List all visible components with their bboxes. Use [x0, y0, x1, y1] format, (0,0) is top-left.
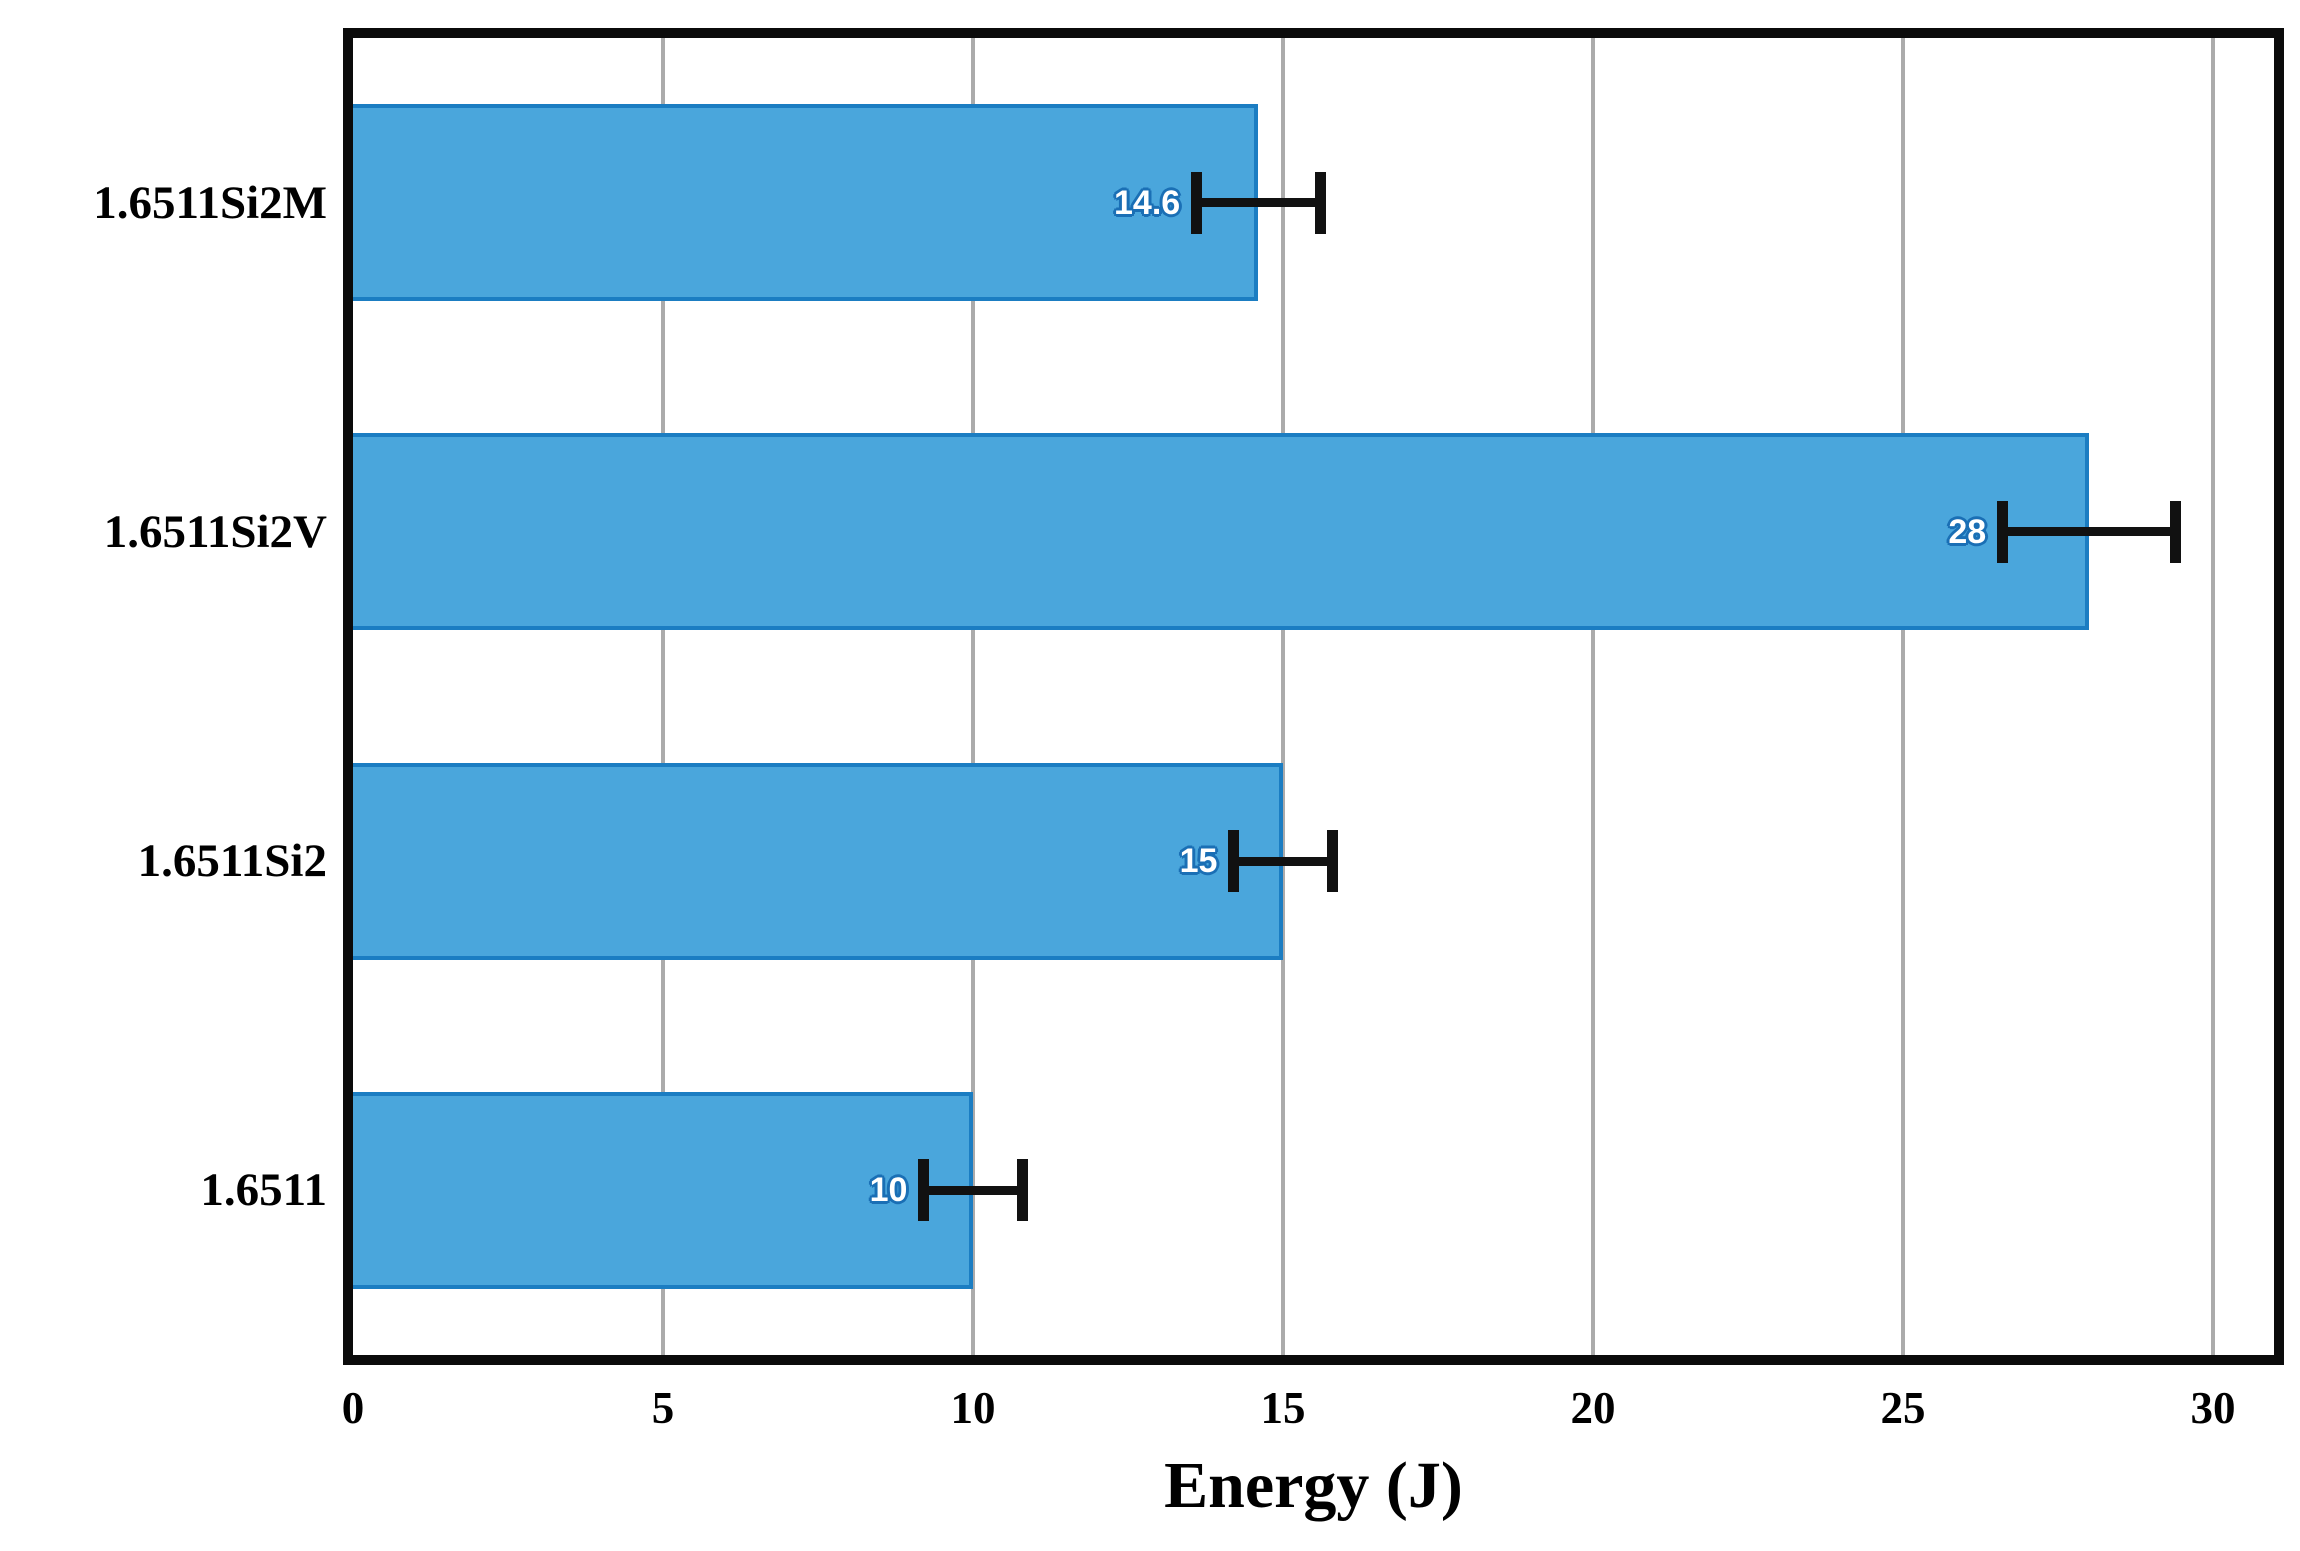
- x-tick-label-20: 20: [1570, 1383, 1616, 1433]
- bar-value-label-1.6511: 10: [869, 1171, 908, 1210]
- error-bar-cap-1.6511Si2M-right: [1314, 171, 1326, 234]
- gridline-25: [1901, 38, 1905, 1355]
- x-tick-label-30: 30: [2190, 1383, 2236, 1433]
- x-tick-label-0: 0: [341, 1383, 365, 1433]
- error-bar-cap-1.6511-right: [1017, 1159, 1029, 1222]
- error-bar-line-1.6511: [923, 1185, 1023, 1195]
- y-axis-label-1.6511Si2V: 1.6511Si2V: [103, 505, 327, 558]
- gridlines-layer: [353, 38, 2274, 1355]
- value-labels-layer: 14.6 28 15 10: [353, 38, 2274, 1355]
- y-axis-label-1.6511Si2M: 1.6511Si2M: [93, 176, 327, 229]
- error-bars-layer: [353, 38, 2274, 1355]
- gridline-5: [661, 38, 665, 1355]
- error-bar-cap-1.6511Si2-left: [1227, 830, 1239, 893]
- x-tick-label-5: 5: [651, 1383, 675, 1433]
- bar-1.6511Si2: [353, 762, 1283, 960]
- x-tick-label-25: 25: [1880, 1383, 1926, 1433]
- x-axis-title: Energy (J): [1164, 1449, 1463, 1522]
- error-bar-cap-1.6511Si2V-right: [2170, 500, 2182, 563]
- error-bar-line-1.6511Si2V: [2002, 527, 2176, 537]
- error-bar-cap-1.6511Si2V-left: [1996, 500, 2008, 563]
- bars-layer: [353, 38, 2274, 1355]
- gridline-30: [2211, 38, 2215, 1355]
- gridline-10: [971, 38, 975, 1355]
- x-tick-label-10: 10: [950, 1383, 996, 1433]
- error-bar-line-1.6511Si2M: [1196, 198, 1321, 208]
- y-axis-label-1.6511: 1.6511: [200, 1164, 327, 1217]
- x-tick-label-15: 15: [1260, 1383, 1306, 1433]
- gridline-20: [1591, 38, 1595, 1355]
- error-bar-cap-1.6511Si2M-left: [1190, 171, 1202, 234]
- gridline-15: [1281, 38, 1285, 1355]
- y-axis-label-1.6511Si2: 1.6511Si2: [137, 835, 327, 888]
- error-bar-line-1.6511Si2: [1233, 856, 1333, 866]
- bar-value-label-1.6511Si2M: 14.6: [1114, 183, 1181, 222]
- plot-frame: 14.6 28 15 10: [343, 28, 2284, 1365]
- bar-value-label-1.6511Si2V: 28: [1948, 512, 1987, 551]
- error-bar-cap-1.6511-left: [917, 1159, 929, 1222]
- bar-value-label-1.6511Si2: 15: [1179, 842, 1218, 881]
- bar-1.6511Si2V: [353, 433, 2089, 631]
- bar-1.6511Si2M: [353, 104, 1259, 302]
- error-bar-cap-1.6511Si2-right: [1327, 830, 1339, 893]
